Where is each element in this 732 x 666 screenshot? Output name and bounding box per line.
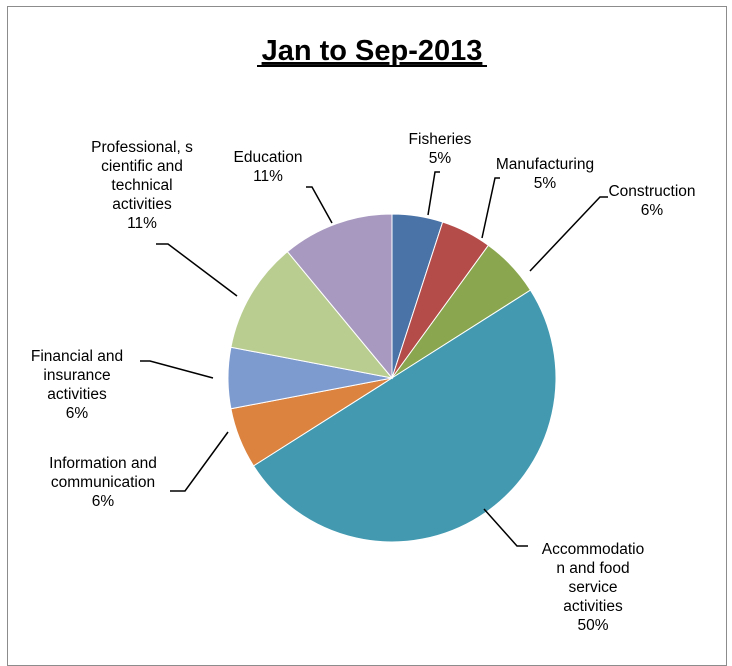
slice-label-line: 11% xyxy=(127,215,157,232)
slice-label-line: Professional, s xyxy=(91,139,193,156)
slice-label: Manufacturing 5% xyxy=(496,156,594,192)
chart-title: Jan to Sep-2013 xyxy=(262,35,483,67)
slice-labels: Fisheries 5% Manufacturing 5% Construction 6%… xyxy=(31,131,696,634)
slice-label-line: n and food xyxy=(556,560,629,577)
slice-label-line: 6% xyxy=(66,405,89,422)
slice-label-line: Education xyxy=(234,149,303,166)
pie-chart: Jan to Sep-2013 Fisheries 5% Manufacturing… xyxy=(31,35,696,634)
slice-label-line: service xyxy=(568,579,617,596)
slice-label-line: 6% xyxy=(92,493,115,510)
leader-line xyxy=(156,243,238,297)
slice-label-line: Construction xyxy=(608,183,695,200)
slice-label: Professional, s cientific and technical act… xyxy=(91,139,193,232)
slice-label-line: cientific and xyxy=(101,158,183,175)
slice-label-line: Accommodatio xyxy=(542,541,645,558)
slice-label-line: 50% xyxy=(577,617,608,634)
leader-line xyxy=(306,186,333,224)
slice-label-line: 6% xyxy=(641,202,664,219)
slice-label: Construction 6% xyxy=(608,183,695,219)
slice-label-line: 5% xyxy=(429,150,452,167)
slice-label-line: communication xyxy=(51,474,155,491)
slice-label: Accommodatio n and food service activities 5… xyxy=(542,541,645,634)
leader-lines xyxy=(140,171,608,547)
leader-line xyxy=(170,431,229,492)
slice-label-line: Manufacturing xyxy=(496,156,594,173)
slice-label: Information and communication 6% xyxy=(49,455,157,510)
slice-label-line: 5% xyxy=(534,175,557,192)
slice-label-line: technical xyxy=(111,177,172,194)
leader-line xyxy=(481,177,500,239)
pie-slice-accommodation-and-food-service-activities xyxy=(252,289,557,543)
leader-line xyxy=(140,360,214,379)
slice-label-line: activities xyxy=(47,386,107,403)
slice-label: Fisheries 5% xyxy=(409,131,472,167)
pie-slices xyxy=(227,213,557,543)
pie-slice-education xyxy=(286,213,393,380)
leader-line xyxy=(427,171,440,216)
slice-label-line: Fisheries xyxy=(409,131,472,148)
slice-label-line: Financial and xyxy=(31,348,123,365)
pie-slice-professional-scientific-and-technical-activities xyxy=(230,250,394,379)
leader-line xyxy=(529,196,608,272)
slice-label-line: activities xyxy=(112,196,172,213)
slice-label-line: insurance xyxy=(43,367,110,384)
leader-line xyxy=(483,508,528,547)
slice-label-line: Information and xyxy=(49,455,157,472)
slice-label-line: activities xyxy=(563,598,623,615)
slice-label: Financial and insurance activities 6% xyxy=(31,348,123,422)
slice-label: Education 11% xyxy=(234,149,303,185)
slice-label-line: 11% xyxy=(253,168,283,185)
